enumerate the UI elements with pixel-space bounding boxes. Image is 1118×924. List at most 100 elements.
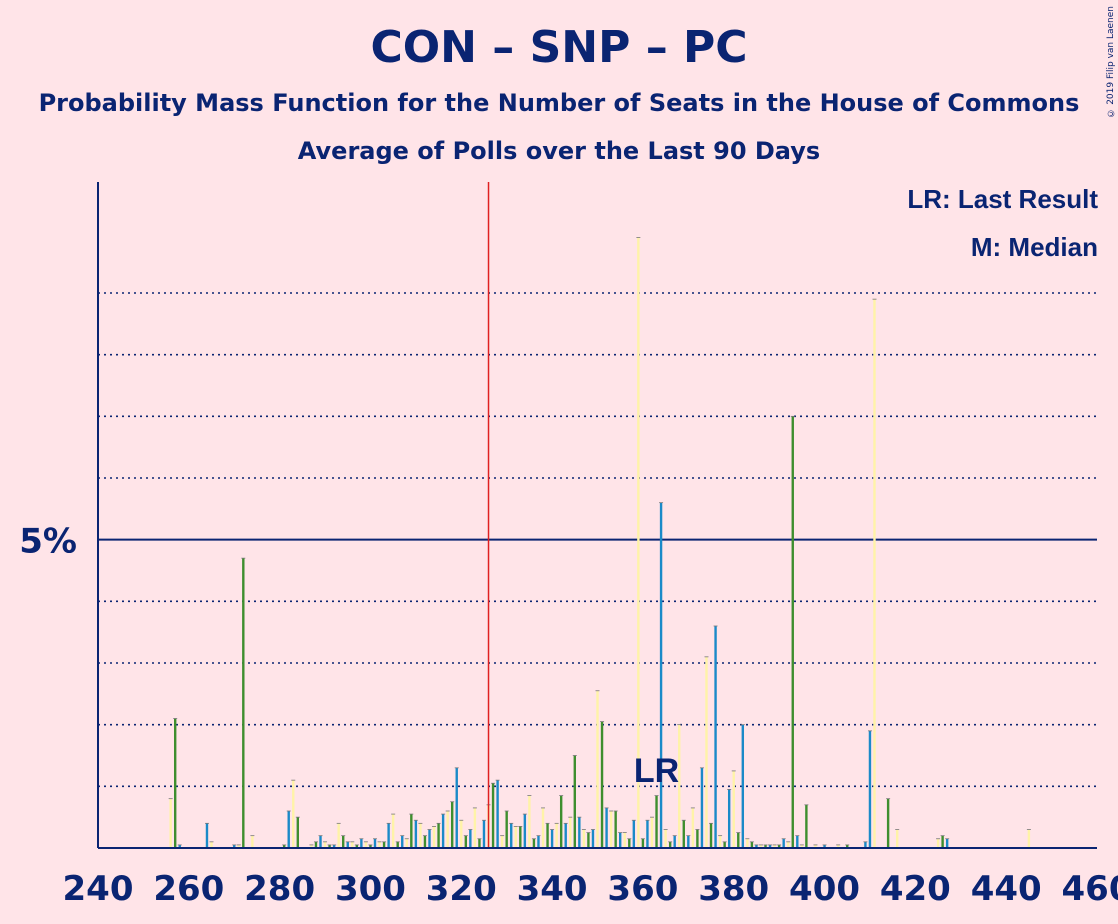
bar: [637, 237, 640, 848]
legend-median: M: Median: [970, 232, 1098, 262]
bar: [319, 835, 322, 848]
x-tick-label: 360: [607, 869, 678, 909]
bar: [178, 844, 181, 848]
bar: [528, 795, 531, 848]
bar: [346, 841, 349, 848]
bar: [251, 835, 254, 848]
bar: [836, 844, 840, 848]
bar: [373, 838, 377, 848]
bar: [727, 789, 731, 848]
bar: [450, 801, 454, 848]
bar: [437, 823, 440, 848]
bar: [777, 844, 781, 848]
bar: [773, 844, 776, 848]
bar: [691, 807, 695, 848]
bar: [886, 798, 890, 848]
bar: [328, 844, 331, 848]
bar: [646, 820, 649, 848]
bar: [559, 795, 563, 848]
bar: [700, 767, 704, 848]
chart-title: CON – SNP – PC: [370, 22, 748, 73]
bar: [469, 829, 472, 848]
last-result-label: LR: [634, 752, 679, 790]
bar: [741, 724, 745, 848]
bar: [605, 807, 608, 848]
bar: [510, 823, 513, 848]
bar: [709, 823, 713, 848]
bar: [282, 844, 286, 848]
bar: [496, 780, 499, 848]
bar: [242, 558, 245, 848]
x-tick-label: 380: [698, 869, 769, 909]
x-tick-label: 340: [517, 869, 588, 909]
bar: [650, 817, 654, 848]
bar: [414, 820, 418, 848]
bar: [941, 835, 944, 848]
bar: [714, 626, 717, 848]
bar: [805, 804, 808, 848]
bar: [351, 841, 354, 848]
bar: [523, 814, 527, 848]
bar: [823, 844, 826, 848]
bar: [718, 835, 722, 848]
bar: [401, 835, 404, 848]
bar: [737, 832, 740, 848]
bar: [846, 844, 849, 848]
x-tick-label: 320: [426, 869, 497, 909]
bar: [455, 767, 458, 848]
bar: [664, 829, 667, 848]
bar: [555, 823, 558, 848]
bar: [569, 817, 572, 848]
bar: [578, 817, 581, 848]
x-tick-label: 460: [1062, 869, 1118, 909]
bar: [873, 299, 876, 849]
bar: [473, 807, 477, 848]
x-tick-label: 440: [971, 869, 1042, 909]
bar: [337, 823, 340, 848]
bar: [537, 835, 540, 848]
x-tick-label: 400: [789, 869, 860, 909]
bar: [705, 656, 708, 848]
bar: [696, 829, 699, 848]
bar: [614, 811, 617, 848]
x-tick-label: 260: [153, 869, 224, 909]
bar: [682, 820, 685, 848]
bar: [896, 829, 899, 848]
bar: [519, 826, 522, 848]
bar: [632, 820, 636, 848]
bar: [573, 755, 576, 848]
y-tick-label: 5%: [19, 522, 77, 562]
bar: [310, 844, 313, 848]
bar: [233, 844, 236, 848]
bar: [587, 832, 590, 848]
bar: [641, 838, 645, 848]
bar: [332, 844, 336, 848]
bar: [746, 838, 749, 848]
bar: [482, 820, 486, 848]
bar: [750, 841, 754, 848]
bar: [360, 838, 363, 848]
bar: [323, 841, 327, 848]
bar: [1027, 829, 1031, 848]
bar: [759, 844, 763, 848]
bar: [292, 780, 295, 848]
bar: [342, 835, 345, 848]
bar: [732, 770, 735, 848]
bar: [787, 841, 790, 848]
x-tick-label: 420: [880, 869, 951, 909]
bar: [936, 838, 940, 848]
bar: [600, 721, 604, 848]
bar: [364, 841, 368, 848]
bar: [564, 823, 567, 848]
bar: [464, 835, 468, 848]
bar: [687, 835, 690, 848]
bar: [814, 844, 817, 848]
bar: [396, 841, 399, 848]
bar: [478, 838, 481, 848]
bar: [500, 835, 504, 848]
bar: [441, 814, 445, 848]
bar: [723, 841, 726, 848]
bar: [541, 807, 545, 848]
bar: [945, 838, 949, 848]
